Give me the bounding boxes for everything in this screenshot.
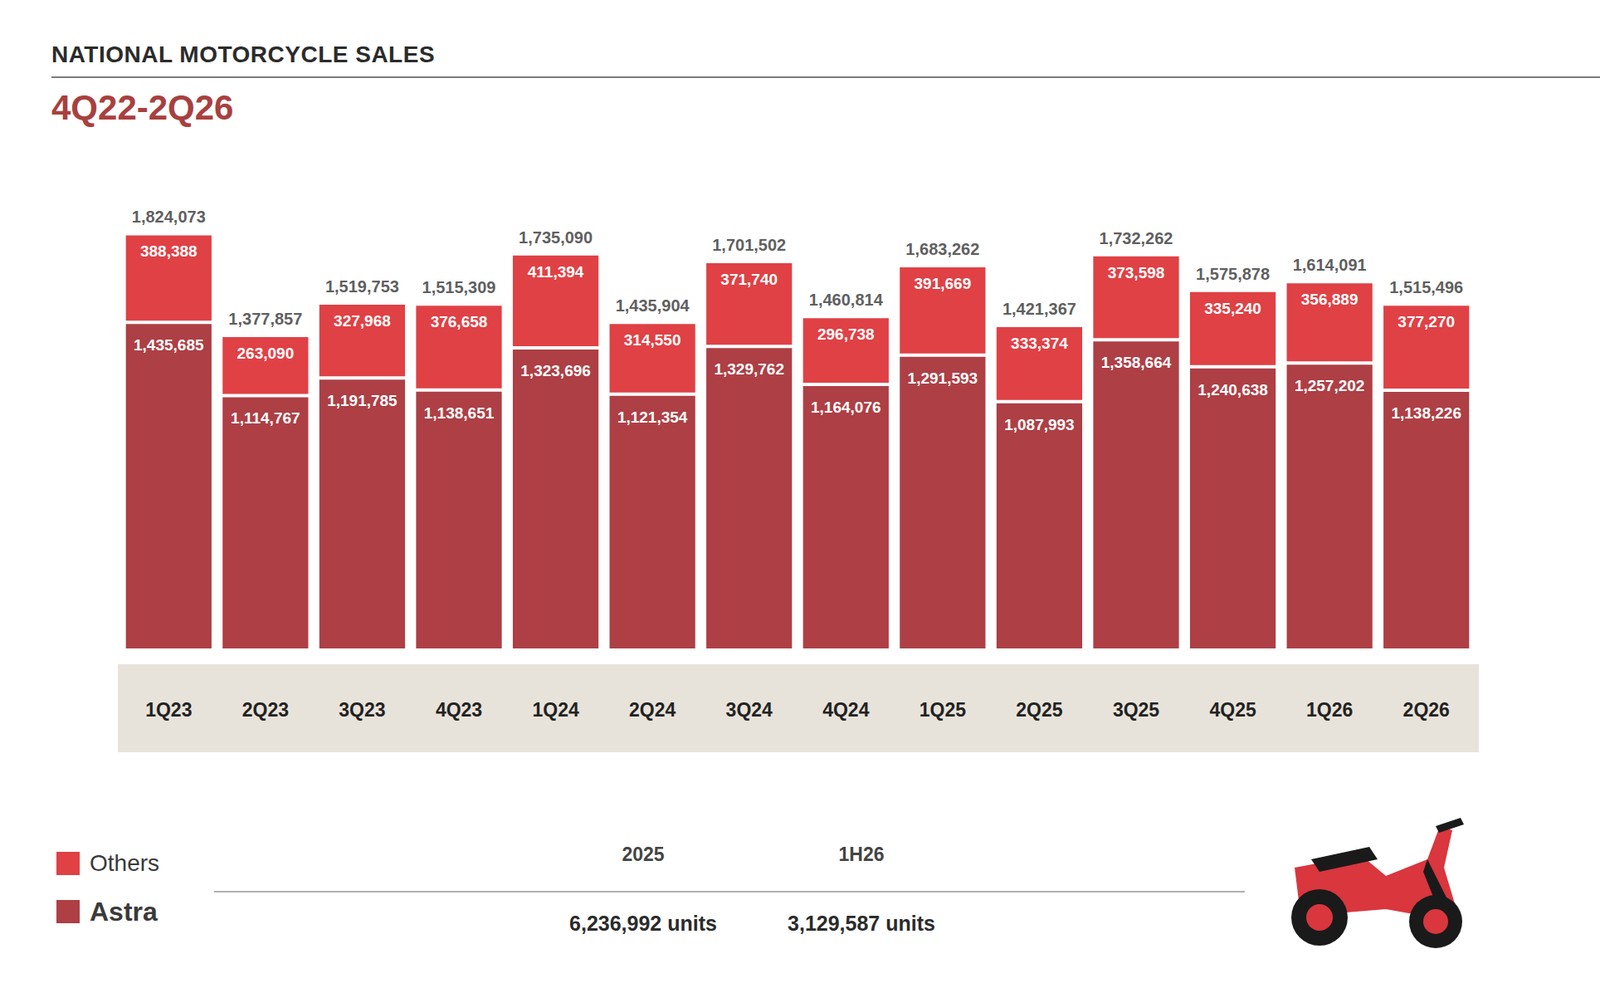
svg-text:1,732,262: 1,732,262 — [1099, 229, 1174, 248]
svg-text:1,257,202: 1,257,202 — [1294, 376, 1366, 395]
html-text:Others: Others — [89, 849, 160, 876]
svg-text:1,377,857: 1,377,857 — [228, 309, 303, 328]
html-text:3,129,587 units: 3,129,587 units — [787, 911, 936, 935]
svg-text:1,087,993: 1,087,993 — [1004, 415, 1075, 434]
svg-text:388,388: 388,388 — [140, 242, 198, 260]
svg-text:1,323,696: 1,323,696 — [520, 361, 591, 380]
svg-text:2Q26: 2Q26 — [1403, 698, 1450, 721]
svg-text:1,614,091: 1,614,091 — [1292, 255, 1367, 274]
svg-text:1,515,496: 1,515,496 — [1389, 278, 1464, 297]
svg-text:1Q24: 1Q24 — [531, 698, 579, 721]
svg-text:1,191,785: 1,191,785 — [326, 391, 398, 410]
svg-text:373,598: 373,598 — [1107, 263, 1166, 282]
svg-text:4Q23: 4Q23 — [435, 698, 483, 721]
svg-text:1Q26: 1Q26 — [1306, 698, 1353, 721]
svg-text:327,968: 327,968 — [333, 312, 391, 330]
svg-text:1,421,367: 1,421,367 — [1002, 299, 1077, 318]
svg-text:3Q24: 3Q24 — [726, 698, 773, 721]
svg-text:3Q23: 3Q23 — [338, 698, 386, 721]
svg-text:263,090: 263,090 — [237, 344, 295, 362]
svg-text:1,329,762: 1,329,762 — [713, 360, 785, 378]
svg-text:377,270: 377,270 — [1397, 312, 1455, 331]
svg-text:1,515,309: 1,515,309 — [422, 278, 497, 297]
svg-text:1,575,878: 1,575,878 — [1195, 264, 1270, 283]
svg-text:1,164,076: 1,164,076 — [810, 398, 882, 416]
svg-text:1,683,262: 1,683,262 — [905, 239, 980, 259]
svg-text:4Q25: 4Q25 — [1209, 698, 1256, 721]
svg-text:296,738: 296,738 — [817, 325, 875, 343]
svg-text:1,114,767: 1,114,767 — [230, 409, 300, 427]
svg-text:356,889: 356,889 — [1301, 290, 1359, 308]
svg-text:2Q25: 2Q25 — [1015, 698, 1063, 721]
svg-text:1,138,651: 1,138,651 — [424, 404, 495, 422]
html-text:6,236,992 units: 6,236,992 units — [569, 911, 717, 935]
html-text:NATIONAL MOTORCYCLE SALES: NATIONAL MOTORCYCLE SALES — [51, 41, 435, 68]
svg-text:391,669: 391,669 — [914, 274, 972, 293]
svg-text:1,435,904: 1,435,904 — [615, 296, 691, 315]
svg-text:1Q25: 1Q25 — [919, 698, 966, 721]
html-text:2025: 2025 — [621, 843, 665, 865]
svg-text:3Q25: 3Q25 — [1112, 698, 1160, 721]
html-text:1H26: 1H26 — [838, 843, 885, 865]
svg-text:1,824,073: 1,824,073 — [131, 207, 206, 226]
svg-text:1,435,685: 1,435,685 — [133, 336, 205, 354]
svg-text:1,121,354: 1,121,354 — [617, 408, 688, 426]
svg-text:1,358,664: 1,358,664 — [1101, 353, 1172, 371]
svg-text:1,138,226: 1,138,226 — [1390, 404, 1462, 422]
html-text:4Q22-2Q26: 4Q22-2Q26 — [51, 87, 234, 127]
svg-text:1Q23: 1Q23 — [145, 698, 192, 721]
svg-text:335,240: 335,240 — [1204, 299, 1262, 318]
svg-text:4Q24: 4Q24 — [822, 698, 869, 721]
svg-text:1,735,090: 1,735,090 — [518, 228, 593, 247]
svg-text:1,460,814: 1,460,814 — [809, 290, 884, 309]
svg-text:2Q23: 2Q23 — [242, 698, 289, 721]
svg-text:1,291,593: 1,291,593 — [907, 369, 979, 387]
svg-text:333,374: 333,374 — [1010, 334, 1069, 352]
html-text:Astra: Astra — [89, 896, 158, 927]
svg-text:411,394: 411,394 — [527, 263, 585, 281]
svg-text:314,550: 314,550 — [624, 331, 682, 349]
svg-text:1,240,638: 1,240,638 — [1197, 380, 1269, 399]
svg-text:1,519,753: 1,519,753 — [325, 277, 400, 296]
svg-text:2Q24: 2Q24 — [629, 698, 676, 721]
svg-text:376,658: 376,658 — [430, 312, 488, 331]
svg-text:371,740: 371,740 — [720, 270, 778, 288]
svg-text:1,701,502: 1,701,502 — [712, 235, 786, 254]
